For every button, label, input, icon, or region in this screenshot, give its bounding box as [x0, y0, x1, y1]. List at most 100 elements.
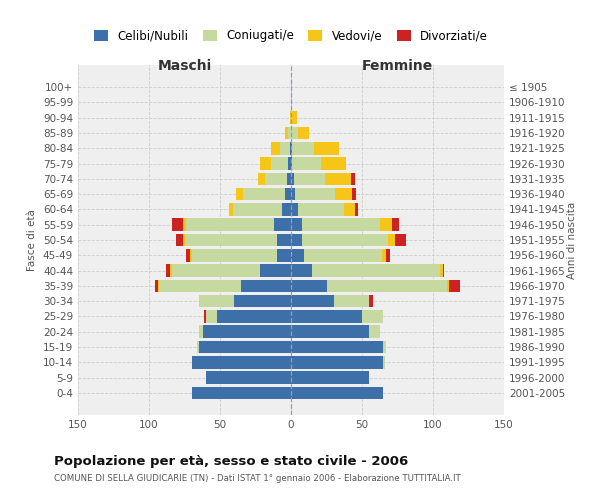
- Bar: [288, 127, 291, 140]
- Bar: [291, 249, 304, 262]
- Text: Femmine: Femmine: [362, 60, 433, 74]
- Bar: [291, 340, 383, 353]
- Bar: [172, 264, 260, 277]
- Bar: [271, 142, 280, 154]
- Bar: [243, 188, 286, 200]
- Bar: [298, 127, 310, 140]
- Bar: [291, 112, 292, 124]
- Bar: [265, 172, 287, 185]
- Bar: [291, 295, 334, 308]
- Bar: [291, 280, 326, 292]
- Bar: [295, 188, 335, 200]
- Text: Maschi: Maschi: [157, 60, 212, 74]
- Bar: [290, 112, 291, 124]
- Bar: [217, 310, 291, 322]
- Bar: [241, 280, 291, 292]
- Bar: [186, 218, 274, 231]
- Bar: [369, 326, 380, 338]
- Bar: [183, 218, 186, 231]
- Bar: [355, 203, 358, 215]
- Bar: [304, 249, 382, 262]
- Bar: [382, 249, 386, 262]
- Y-axis label: Anni di nascita: Anni di nascita: [567, 202, 577, 278]
- Bar: [291, 127, 298, 140]
- Bar: [334, 295, 369, 308]
- Bar: [172, 218, 183, 231]
- Bar: [380, 218, 392, 231]
- Bar: [291, 310, 362, 322]
- Bar: [190, 249, 191, 262]
- Bar: [199, 340, 291, 353]
- Bar: [199, 295, 234, 308]
- Bar: [205, 310, 206, 322]
- Bar: [294, 172, 325, 185]
- Bar: [290, 142, 291, 154]
- Bar: [325, 172, 350, 185]
- Bar: [286, 127, 288, 140]
- Bar: [362, 310, 383, 322]
- Bar: [335, 188, 352, 200]
- Bar: [260, 264, 291, 277]
- Bar: [292, 112, 296, 124]
- Bar: [283, 203, 291, 215]
- Bar: [326, 280, 447, 292]
- Bar: [158, 280, 159, 292]
- Legend: Celibi/Nubili, Coniugati/e, Vedovi/e, Divorziati/e: Celibi/Nubili, Coniugati/e, Vedovi/e, Di…: [89, 24, 493, 47]
- Bar: [291, 81, 292, 94]
- Bar: [280, 142, 290, 154]
- Bar: [291, 386, 383, 399]
- Bar: [321, 158, 346, 170]
- Y-axis label: Fasce di età: Fasce di età: [28, 209, 37, 271]
- Bar: [392, 218, 399, 231]
- Bar: [313, 264, 440, 277]
- Bar: [191, 386, 291, 399]
- Bar: [191, 356, 291, 368]
- Bar: [291, 142, 292, 154]
- Bar: [388, 234, 395, 246]
- Bar: [291, 218, 302, 231]
- Bar: [206, 372, 291, 384]
- Bar: [183, 234, 185, 246]
- Bar: [260, 158, 271, 170]
- Bar: [203, 326, 291, 338]
- Bar: [291, 158, 292, 170]
- Bar: [234, 295, 291, 308]
- Bar: [443, 264, 445, 277]
- Bar: [291, 326, 369, 338]
- Bar: [259, 172, 265, 185]
- Text: COMUNE DI SELLA GIUDICARIE (TN) - Dati ISTAT 1° gennaio 2006 - Elaborazione TUTT: COMUNE DI SELLA GIUDICARIE (TN) - Dati I…: [54, 474, 461, 483]
- Bar: [291, 234, 302, 246]
- Text: Popolazione per età, sesso e stato civile - 2006: Popolazione per età, sesso e stato civil…: [54, 455, 408, 468]
- Bar: [383, 356, 385, 368]
- Bar: [291, 96, 292, 108]
- Bar: [277, 249, 291, 262]
- Bar: [344, 203, 355, 215]
- Bar: [170, 264, 172, 277]
- Bar: [447, 280, 449, 292]
- Bar: [186, 249, 190, 262]
- Bar: [176, 234, 183, 246]
- Bar: [155, 280, 158, 292]
- Bar: [369, 295, 373, 308]
- Bar: [288, 158, 291, 170]
- Bar: [298, 203, 344, 215]
- Bar: [440, 264, 443, 277]
- Bar: [236, 188, 243, 200]
- Bar: [191, 249, 277, 262]
- Bar: [199, 326, 203, 338]
- Bar: [206, 310, 217, 322]
- Bar: [302, 218, 380, 231]
- Bar: [292, 158, 321, 170]
- Bar: [274, 218, 291, 231]
- Bar: [314, 142, 339, 154]
- Bar: [291, 356, 383, 368]
- Bar: [166, 264, 170, 277]
- Bar: [350, 172, 355, 185]
- Bar: [159, 280, 241, 292]
- Bar: [291, 203, 298, 215]
- Bar: [291, 264, 313, 277]
- Bar: [197, 340, 199, 353]
- Bar: [229, 203, 233, 215]
- Bar: [271, 158, 288, 170]
- Bar: [291, 372, 369, 384]
